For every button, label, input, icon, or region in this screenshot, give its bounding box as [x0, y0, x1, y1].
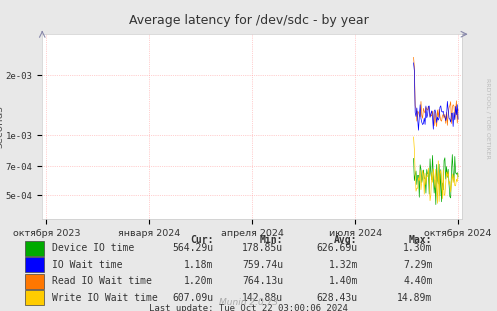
Text: Average latency for /dev/sdc - by year: Average latency for /dev/sdc - by year: [129, 14, 368, 27]
Text: 607.09u: 607.09u: [172, 293, 214, 303]
Text: RRDTOOL / TOBI OETIKER: RRDTOOL / TOBI OETIKER: [486, 78, 491, 159]
Text: Munin 2.0.73: Munin 2.0.73: [219, 298, 278, 307]
Bar: [25, 290, 44, 305]
Text: Last update: Tue Oct 22 03:00:06 2024: Last update: Tue Oct 22 03:00:06 2024: [149, 304, 348, 311]
Text: Write IO Wait time: Write IO Wait time: [52, 293, 158, 303]
Text: 7.29m: 7.29m: [403, 260, 432, 270]
Text: Min:: Min:: [260, 235, 283, 245]
Bar: [25, 241, 44, 256]
Text: 4.40m: 4.40m: [403, 276, 432, 286]
Text: 759.74u: 759.74u: [242, 260, 283, 270]
Text: 14.89m: 14.89m: [397, 293, 432, 303]
Text: 142.88u: 142.88u: [242, 293, 283, 303]
Bar: [25, 258, 44, 272]
Text: 1.18m: 1.18m: [184, 260, 214, 270]
Text: IO Wait time: IO Wait time: [52, 260, 123, 270]
Bar: [25, 274, 44, 289]
Text: Avg:: Avg:: [334, 235, 358, 245]
Text: Device IO time: Device IO time: [52, 244, 134, 253]
Text: 1.30m: 1.30m: [403, 244, 432, 253]
Text: Max:: Max:: [409, 235, 432, 245]
Text: 1.32m: 1.32m: [329, 260, 358, 270]
Text: Read IO Wait time: Read IO Wait time: [52, 276, 152, 286]
Text: Cur:: Cur:: [190, 235, 214, 245]
Text: 626.69u: 626.69u: [317, 244, 358, 253]
Text: 764.13u: 764.13u: [242, 276, 283, 286]
Text: 1.40m: 1.40m: [329, 276, 358, 286]
Y-axis label: seconds: seconds: [0, 105, 4, 148]
Text: 178.85u: 178.85u: [242, 244, 283, 253]
Text: 628.43u: 628.43u: [317, 293, 358, 303]
Text: 564.29u: 564.29u: [172, 244, 214, 253]
Text: 1.20m: 1.20m: [184, 276, 214, 286]
